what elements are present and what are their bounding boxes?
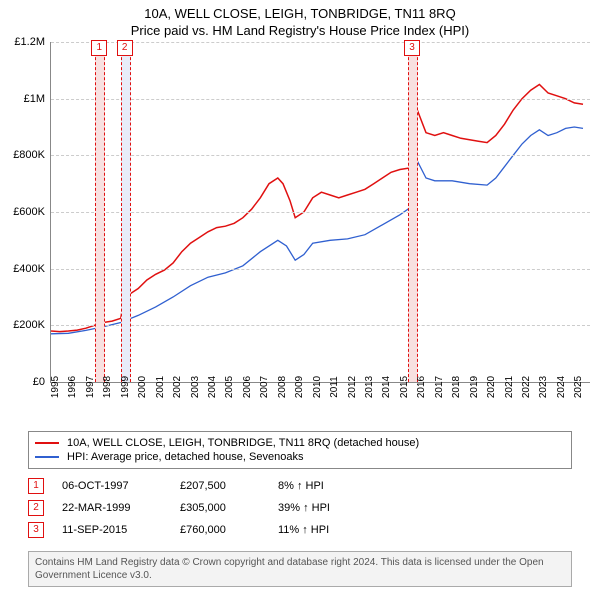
x-tick-label: 2019 [469, 376, 480, 398]
x-tick-label: 2023 [538, 376, 549, 398]
x-tick-label: 2007 [259, 376, 270, 398]
x-axis-labels: 1995199619971998199920002001200220032004… [50, 383, 590, 425]
x-tick-label: 2024 [556, 376, 567, 398]
sale-flag: 3 [28, 522, 44, 538]
series-hpi [51, 127, 583, 334]
sale-price: £207,500 [180, 480, 260, 492]
sale-row: 1 06-OCT-1997 £207,500 8% ↑ HPI [28, 475, 572, 497]
legend-row: 10A, WELL CLOSE, LEIGH, TONBRIDGE, TN11 … [35, 436, 565, 450]
x-tick-label: 2001 [155, 376, 166, 398]
sale-marker-band [408, 42, 418, 382]
sale-price: £305,000 [180, 502, 260, 514]
x-tick-label: 2012 [347, 376, 358, 398]
x-tick-label: 1995 [50, 376, 61, 398]
x-tick-label: 2013 [364, 376, 375, 398]
sale-marker-flag: 1 [91, 40, 107, 56]
legend: 10A, WELL CLOSE, LEIGH, TONBRIDGE, TN11 … [28, 431, 572, 469]
x-tick-label: 2018 [451, 376, 462, 398]
legend-text: 10A, WELL CLOSE, LEIGH, TONBRIDGE, TN11 … [67, 437, 419, 449]
sale-price: £760,000 [180, 524, 260, 536]
y-tick-label: £1M [24, 93, 51, 105]
x-tick-label: 2010 [312, 376, 323, 398]
legend-text: HPI: Average price, detached house, Seve… [67, 451, 303, 463]
x-tick-label: 2000 [137, 376, 148, 398]
sale-marker-flag: 2 [117, 40, 133, 56]
y-tick-label: £400K [13, 263, 51, 275]
plot-area: £0£200K£400K£600K£800K£1M£1.2M123 [50, 42, 590, 383]
footer-attribution: Contains HM Land Registry data © Crown c… [28, 551, 572, 587]
sale-date: 06-OCT-1997 [62, 480, 162, 492]
x-tick-label: 2016 [416, 376, 427, 398]
sale-row: 2 22-MAR-1999 £305,000 39% ↑ HPI [28, 497, 572, 519]
x-tick-label: 2002 [172, 376, 183, 398]
y-tick-label: £1.2M [14, 36, 51, 48]
title-address: 10A, WELL CLOSE, LEIGH, TONBRIDGE, TN11 … [0, 0, 600, 21]
sale-row: 3 11-SEP-2015 £760,000 11% ↑ HPI [28, 519, 572, 541]
sale-hpi: 8% ↑ HPI [278, 480, 378, 492]
x-tick-label: 2006 [242, 376, 253, 398]
x-tick-label: 2004 [207, 376, 218, 398]
chart-container: 10A, WELL CLOSE, LEIGH, TONBRIDGE, TN11 … [0, 0, 600, 590]
sale-hpi: 39% ↑ HPI [278, 502, 378, 514]
x-tick-label: 2025 [573, 376, 584, 398]
series-property [51, 85, 583, 332]
sale-marker-flag: 3 [404, 40, 420, 56]
x-tick-label: 2022 [521, 376, 532, 398]
x-tick-label: 2005 [224, 376, 235, 398]
sales-table: 1 06-OCT-1997 £207,500 8% ↑ HPI 2 22-MAR-1999… [28, 475, 572, 541]
sale-marker-band [95, 42, 105, 382]
x-tick-label: 1999 [120, 376, 131, 398]
legend-row: HPI: Average price, detached house, Seve… [35, 450, 565, 464]
legend-swatch [35, 456, 59, 458]
x-tick-label: 2009 [294, 376, 305, 398]
title-subtitle: Price paid vs. HM Land Registry's House … [0, 21, 600, 42]
sale-date: 22-MAR-1999 [62, 502, 162, 514]
sale-flag: 1 [28, 478, 44, 494]
x-tick-label: 2020 [486, 376, 497, 398]
x-tick-label: 2021 [504, 376, 515, 398]
sale-date: 11-SEP-2015 [62, 524, 162, 536]
x-tick-label: 2008 [277, 376, 288, 398]
x-tick-label: 1996 [67, 376, 78, 398]
legend-swatch [35, 442, 59, 444]
x-tick-label: 2015 [399, 376, 410, 398]
y-tick-label: £600K [13, 206, 51, 218]
x-tick-label: 1998 [102, 376, 113, 398]
x-tick-label: 2011 [329, 376, 340, 398]
sale-marker-band [121, 42, 131, 382]
x-tick-label: 2017 [434, 376, 445, 398]
sale-hpi: 11% ↑ HPI [278, 524, 378, 536]
x-tick-label: 2014 [381, 376, 392, 398]
y-tick-label: £0 [33, 376, 51, 388]
x-tick-label: 2003 [190, 376, 201, 398]
x-tick-label: 1997 [85, 376, 96, 398]
y-tick-label: £200K [13, 319, 51, 331]
sale-flag: 2 [28, 500, 44, 516]
y-tick-label: £800K [13, 149, 51, 161]
